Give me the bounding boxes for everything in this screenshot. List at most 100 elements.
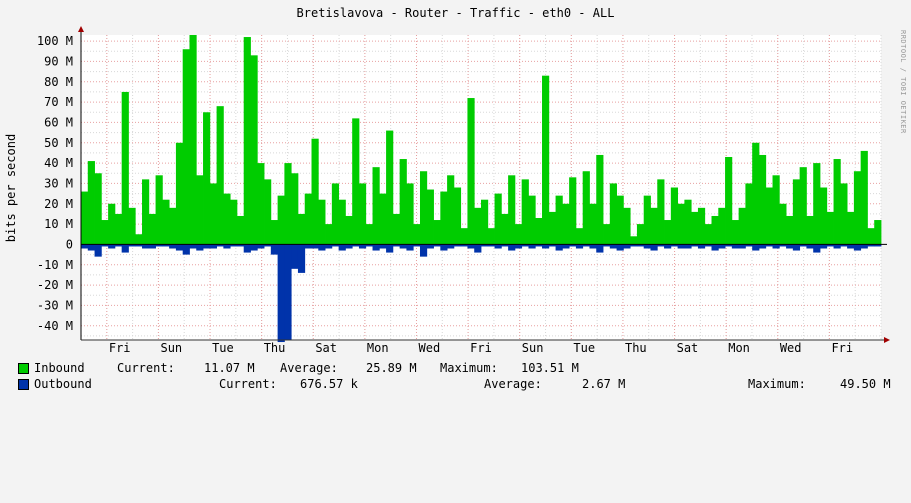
y-tick-label: 90 M [44,54,73,68]
legend-outbound-average-label: Average: [484,377,542,391]
outbound-bar [677,244,685,249]
outbound-bar [114,244,123,247]
outbound-bar [636,244,645,247]
outbound-bar [277,244,285,343]
outbound-bar [589,244,597,249]
outbound-bar [223,244,231,249]
inbound-bar [860,150,868,245]
inbound-bar [819,187,828,245]
outbound-bar [270,244,279,255]
inbound-bar [718,207,726,245]
x-tick-label: Tue [212,341,234,355]
x-tick-label: Sat [315,341,337,355]
inbound-bar [786,215,794,245]
inbound-bar [277,195,285,245]
legend-outbound-maximum-label: Maximum: [748,377,806,391]
inbound-bar [731,220,740,245]
y-tick-label: 30 M [44,176,73,190]
inbound-bar [643,195,651,245]
outbound-bar [758,244,767,249]
outbound-bar [813,244,821,253]
outbound-bar [643,244,651,249]
y-tick-label: -20 M [37,278,73,292]
outbound-bar [514,244,523,249]
outbound-bar [799,244,807,247]
inbound-bar [101,220,109,245]
minor-grid [80,35,882,340]
inbound-bar [372,167,380,245]
outbound-bar [453,244,462,247]
y-tick-label: 70 M [44,95,73,109]
outbound-bar [535,244,543,247]
inbound-bar [257,163,265,245]
outbound-bar [650,244,658,251]
inbound-bar [752,142,760,245]
inbound-bar [636,224,645,245]
inbound-bar [318,199,326,245]
outbound-swatch [18,379,29,390]
inbound-bar [806,215,814,245]
outbound-bar [772,244,780,249]
outbound-bar [162,244,170,247]
outbound-bar [304,244,312,249]
inbound-bar [487,228,495,245]
outbound-bar [860,244,868,249]
outbound-bar [867,244,875,247]
outbound-bar [203,244,211,249]
inbound-bar [108,203,116,245]
inbound-bar [216,106,224,245]
inbound-bar [304,193,312,245]
inbound-bar [236,215,245,245]
outbound-bar [386,244,394,253]
outbound-bar [853,244,862,251]
outbound-bar [406,244,414,251]
y-tick-label: -30 M [37,298,73,312]
inbound-bar [589,203,597,245]
outbound-bar [379,244,387,249]
inbound-bar [155,175,163,245]
outbound-bar [826,244,834,247]
inbound-swatch [18,363,29,374]
chart-title: Bretislavova - Router - Traffic - eth0 -… [296,6,615,20]
y-tick-label: -10 M [37,258,73,272]
outbound-bar [291,244,299,269]
outbound-bar [562,244,570,249]
inbound-bar [792,179,801,245]
inbound-bar [94,173,102,245]
inbound-bar [704,224,712,245]
inbound-bar [148,213,156,245]
inbound-bar [121,91,129,245]
inbound-bar [230,199,238,245]
outbound-bar [779,244,787,247]
inbound-bar [169,207,177,245]
outbound-bar [325,244,333,249]
outbound-bar [731,244,740,249]
outbound-bar [711,244,719,251]
inbound-bar [697,207,706,245]
outbound-bar [345,244,353,249]
inbound-bar [297,213,306,245]
outbound-bar [142,244,150,249]
legend-inbound-average: 25.89 M [366,361,417,375]
outbound-bar [87,244,95,251]
y-tick-label: 50 M [44,136,73,150]
inbound-bar [426,189,434,245]
inbound-bar [521,179,529,245]
outbound-bar [542,244,550,249]
outbound-bar [806,244,814,249]
outbound-bar [128,244,136,247]
x-tick-label: Fri [470,341,492,355]
inbound-bar [772,175,780,245]
outbound-bar [264,244,272,247]
inbound-bar [325,224,333,245]
inbound-bar [569,177,577,245]
outbound-bar [596,244,604,253]
inbound-bar [596,154,604,245]
inbound-bar [413,224,421,245]
legend-inbound-current-label: Current: [117,361,175,375]
outbound-bar [467,244,475,249]
inbound-bar [352,118,360,245]
outbound-bar [657,244,665,247]
inbound-bar [664,220,672,245]
outbound-bar [169,244,177,249]
